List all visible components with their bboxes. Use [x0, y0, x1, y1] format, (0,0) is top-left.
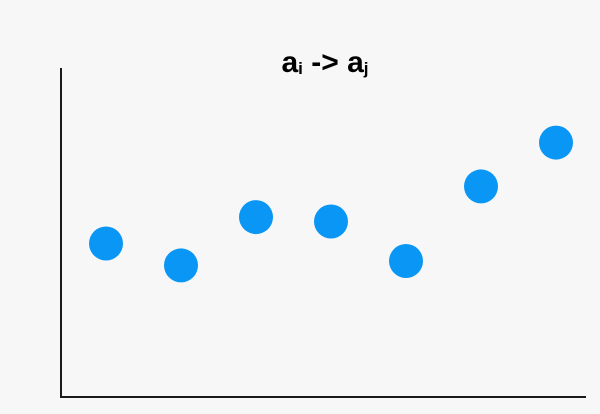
title-base-2: a — [347, 46, 364, 79]
data-point-7 — [539, 125, 573, 160]
title-arrow: -> — [303, 46, 347, 79]
data-point-6 — [464, 169, 498, 204]
data-point-5 — [389, 244, 423, 278]
data-point-1 — [89, 226, 123, 261]
data-point-4 — [314, 204, 348, 239]
data-point-2 — [164, 248, 198, 283]
chart-title: ai -> aj — [281, 46, 368, 79]
title-base-1: a — [281, 46, 298, 79]
data-point-3 — [239, 200, 273, 235]
title-subscript-1: i — [298, 59, 303, 78]
title-subscript-2: j — [363, 59, 369, 78]
data-points — [89, 125, 573, 283]
